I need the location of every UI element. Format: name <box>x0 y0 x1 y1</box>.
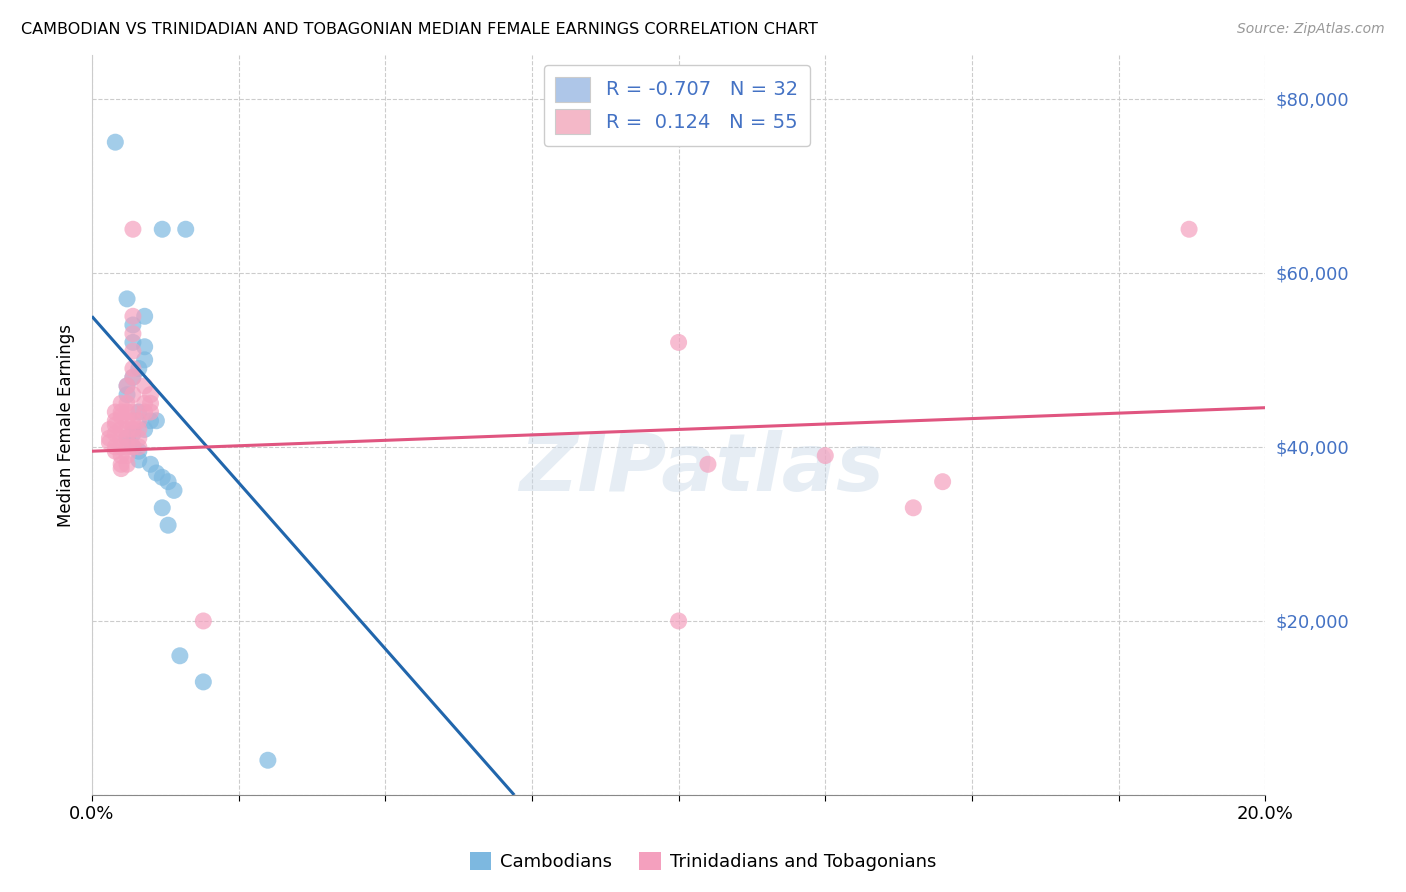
Point <box>134 405 156 419</box>
Point <box>668 614 690 628</box>
Point <box>115 431 138 445</box>
Point <box>104 414 127 428</box>
Point <box>115 292 138 306</box>
Point <box>193 674 215 689</box>
Point <box>128 405 150 419</box>
Point <box>257 753 280 767</box>
Point <box>104 405 127 419</box>
Point <box>115 422 138 436</box>
Point <box>134 396 156 410</box>
Point <box>169 648 191 663</box>
Point <box>139 457 162 471</box>
Point <box>122 370 145 384</box>
Point <box>122 310 145 324</box>
Point <box>104 444 127 458</box>
Point <box>110 409 132 424</box>
Point <box>122 318 145 332</box>
Text: ZIPatlas: ZIPatlas <box>520 431 884 508</box>
Point <box>931 475 953 489</box>
Point <box>1178 222 1201 236</box>
Point <box>115 414 138 428</box>
Point <box>115 405 138 419</box>
Point <box>115 387 138 401</box>
Point <box>128 440 150 454</box>
Point <box>174 222 197 236</box>
Point <box>110 422 132 436</box>
Point <box>104 426 127 441</box>
Point <box>98 435 121 450</box>
Point <box>104 440 127 454</box>
Legend: Cambodians, Trinidadians and Tobagonians: Cambodians, Trinidadians and Tobagonians <box>463 845 943 879</box>
Point <box>98 431 121 445</box>
Point <box>139 414 162 428</box>
Point <box>122 344 145 359</box>
Point <box>110 457 132 471</box>
Point <box>128 361 150 376</box>
Point <box>145 466 167 480</box>
Point <box>122 440 145 454</box>
Point <box>110 440 132 454</box>
Point <box>115 457 138 471</box>
Point <box>128 453 150 467</box>
Point <box>122 370 145 384</box>
Point <box>115 379 138 393</box>
Point <box>903 500 925 515</box>
Point <box>122 335 145 350</box>
Point <box>110 396 132 410</box>
Point <box>697 457 720 471</box>
Point <box>145 414 167 428</box>
Point <box>163 483 186 498</box>
Point <box>122 361 145 376</box>
Point <box>150 500 173 515</box>
Point <box>98 422 121 436</box>
Point <box>134 352 156 367</box>
Point <box>122 422 145 436</box>
Point <box>128 431 150 445</box>
Point <box>128 444 150 458</box>
Point <box>668 335 690 350</box>
Point <box>115 440 138 454</box>
Point <box>150 222 173 236</box>
Point <box>110 431 132 445</box>
Point <box>193 614 215 628</box>
Point <box>139 387 162 401</box>
Point <box>115 449 138 463</box>
Point <box>134 422 156 436</box>
Text: CAMBODIAN VS TRINIDADIAN AND TOBAGONIAN MEDIAN FEMALE EARNINGS CORRELATION CHART: CAMBODIAN VS TRINIDADIAN AND TOBAGONIAN … <box>21 22 818 37</box>
Point <box>115 379 138 393</box>
Point <box>150 470 173 484</box>
Point <box>134 379 156 393</box>
Point <box>110 461 132 475</box>
Point <box>122 414 145 428</box>
Point <box>157 518 180 533</box>
Point <box>115 396 138 410</box>
Point <box>134 340 156 354</box>
Point <box>128 422 150 436</box>
Point <box>115 431 138 445</box>
Point <box>122 326 145 341</box>
Point <box>122 387 145 401</box>
Point <box>122 405 145 419</box>
Point <box>128 414 150 428</box>
Point <box>122 222 145 236</box>
Point <box>139 405 162 419</box>
Point <box>814 449 837 463</box>
Point <box>110 449 132 463</box>
Point <box>139 396 162 410</box>
Text: Source: ZipAtlas.com: Source: ZipAtlas.com <box>1237 22 1385 37</box>
Point <box>104 418 127 433</box>
Point <box>134 310 156 324</box>
Point <box>122 426 145 441</box>
Legend: R = -0.707   N = 32, R =  0.124   N = 55: R = -0.707 N = 32, R = 0.124 N = 55 <box>544 65 810 146</box>
Point <box>104 135 127 149</box>
Y-axis label: Median Female Earnings: Median Female Earnings <box>58 324 75 526</box>
Point <box>157 475 180 489</box>
Point <box>122 440 145 454</box>
Point <box>110 405 132 419</box>
